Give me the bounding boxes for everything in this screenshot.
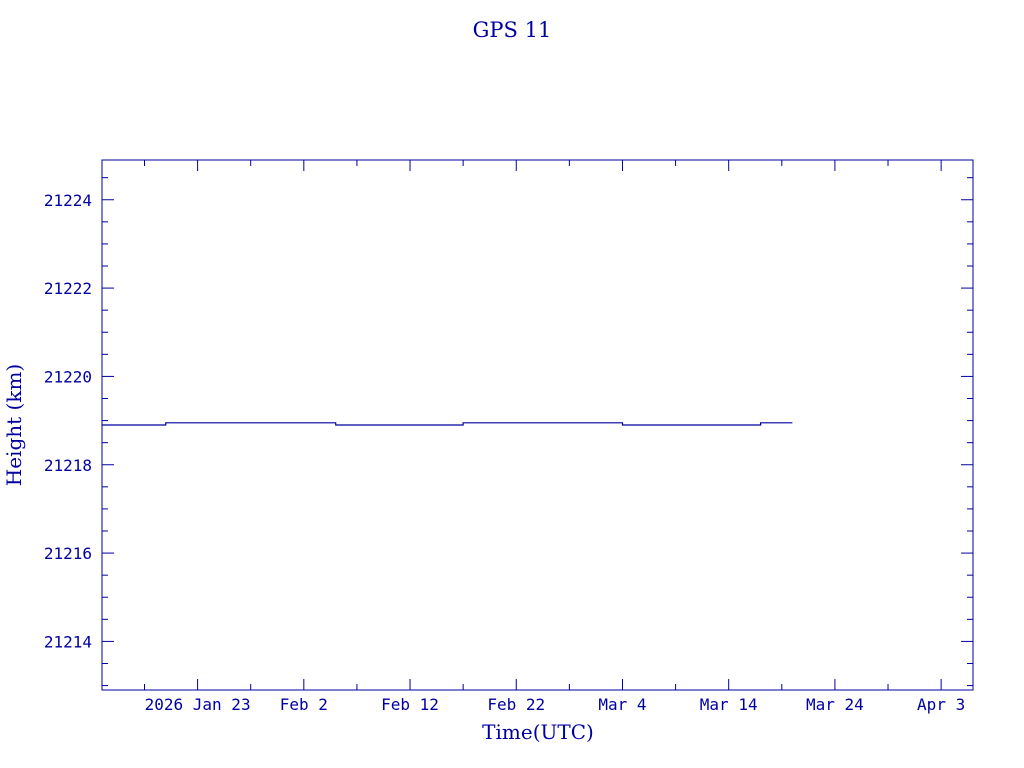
y-tick-label: 21214	[44, 632, 92, 651]
x-axis-ticks	[143, 160, 942, 690]
x-tick-label: Feb 2	[280, 695, 328, 714]
y-axis-label: Height (km)	[2, 364, 26, 486]
x-tick-label: Mar 14	[700, 695, 758, 714]
y-tick-label: 21216	[44, 544, 92, 563]
x-tick-label: Feb 22	[487, 695, 545, 714]
y-tick-label: 21220	[44, 367, 92, 386]
series-line	[102, 422, 793, 426]
y-tick-label: 21218	[44, 456, 92, 475]
x-axis-tick-labels: 2026 Jan 23 Feb 2 Feb 12 Feb 22 Mar 4 Mar 14 M…	[145, 695, 966, 714]
x-tick-label: 2026 Jan 23	[145, 695, 251, 714]
x-tick-label: Mar 24	[806, 695, 864, 714]
x-tick-label: Mar 4	[598, 695, 646, 714]
y-axis-tick-labels: 21214 21216 21218 21220 21222 21224	[44, 191, 92, 652]
chart-title: GPS 11	[473, 18, 552, 42]
y-axis-ticks	[102, 177, 973, 687]
x-tick-label: Apr 3	[917, 695, 965, 714]
plot-frame	[101, 159, 974, 691]
x-axis-label: Time(UTC)	[482, 720, 594, 744]
x-tick-label: Feb 12	[381, 695, 439, 714]
y-tick-label: 21222	[44, 279, 92, 298]
y-tick-label: 21224	[44, 191, 92, 210]
series-group	[102, 422, 793, 426]
